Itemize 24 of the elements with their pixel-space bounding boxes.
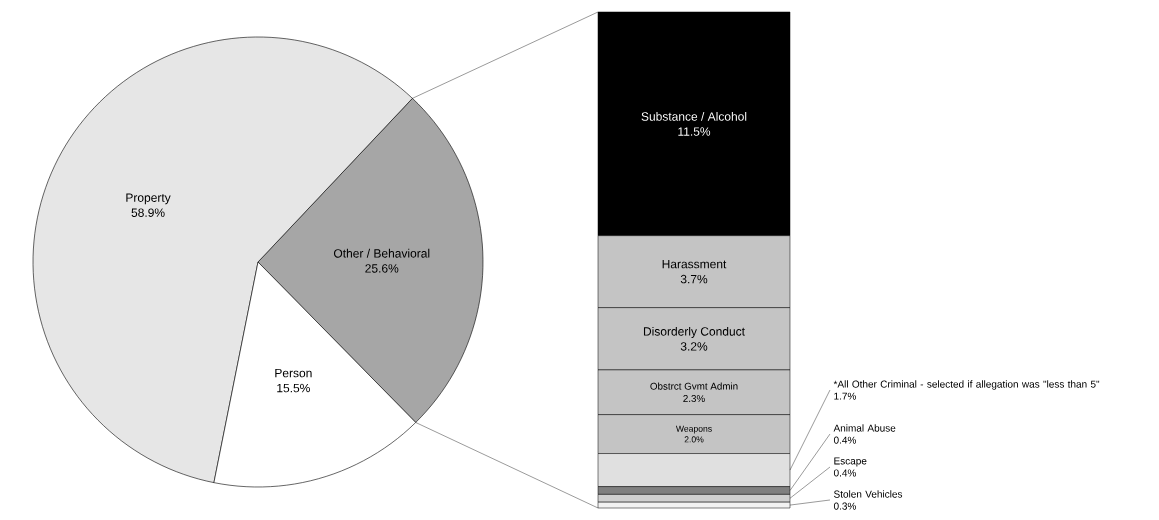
data-label: 25.6% <box>365 264 399 273</box>
text: Escape <box>834 457 867 467</box>
data-label: 15.5% <box>277 383 310 393</box>
series-label: Weapons <box>675 425 712 434</box>
text: *All Other Criminal - selected if allegation was "less than 5" <box>833 380 1100 390</box>
data-label: 0.4% <box>833 436 856 444</box>
data-label: 1.7% <box>834 392 856 400</box>
data-label: 3.2% <box>680 342 708 351</box>
data-label: 3.7% <box>680 274 708 284</box>
series-label: Obstrct Gvmt Admin <box>650 382 738 390</box>
series-label: Disorderly Conduct <box>643 326 745 339</box>
data-label: 0.3% <box>833 502 856 510</box>
slice-label: Person <box>275 368 312 378</box>
data-label: 2.3% <box>683 395 705 403</box>
data-label: 58.9% <box>131 208 165 217</box>
series-label: Harassment <box>662 259 727 269</box>
data-label: 11.5% <box>678 127 711 136</box>
text: Animal Abuse <box>833 424 896 432</box>
slice-label: Other / Behavioral <box>333 248 430 258</box>
slice-label: Property <box>126 193 171 205</box>
series-label: Substance / Alcohol <box>641 111 747 121</box>
text: Stolen Vehicles <box>834 490 903 498</box>
data-label: 0.4% <box>833 469 856 477</box>
data-label: 2.0% <box>684 436 704 443</box>
